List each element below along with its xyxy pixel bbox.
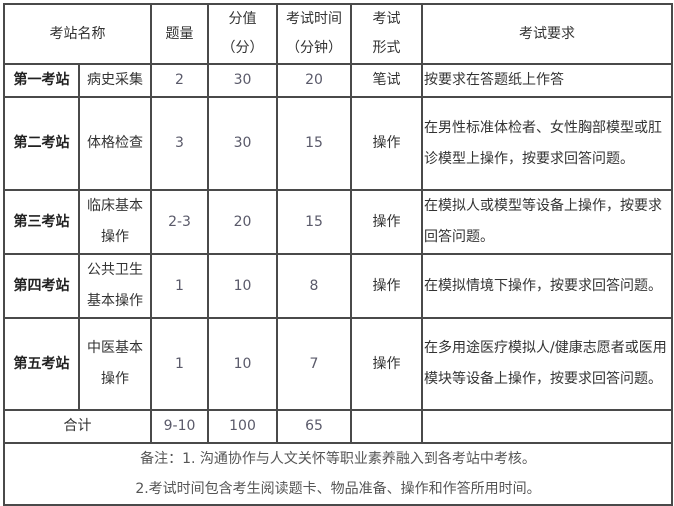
score: 20 (207, 189, 278, 255)
header-score: 分值 （分） (207, 3, 278, 65)
header-time: 考试时间 （分钟） (276, 3, 352, 65)
question-count: 1 (150, 253, 209, 319)
station-subject: 中医基本操作 (78, 317, 152, 411)
exam-form: 操作 (350, 253, 423, 319)
header-score-label: 分值 (228, 11, 257, 27)
total-form-empty (350, 409, 423, 444)
time: 20 (276, 63, 352, 98)
notes: 备注：1. 沟通协作与人文关怀等职业素养融入到各考站中考核。 2.考试时间包含考… (3, 442, 673, 506)
table-row: 第四考站 公共卫生基本操作 1 10 8 操作 在模拟情境下操作，按要求回答问题… (3, 253, 673, 319)
station-name: 第一考站 (3, 63, 80, 98)
station-name: 第三考站 (3, 189, 80, 255)
header-time-label: 考试时间 (286, 11, 342, 27)
total-requirement-empty (421, 409, 673, 444)
note-2: 2.考试时间包含考生阅读题卡、物品准备、操作和作答所用时间。 (135, 481, 541, 497)
header-form: 考试 形式 (350, 3, 423, 65)
note-1: 备注：1. 沟通协作与人文关怀等职业素养融入到各考站中考核。 (140, 451, 536, 467)
total-score: 100 (207, 409, 278, 444)
exam-stations-table: 考站名称 题量 分值 （分） 考试时间 （分钟） 考试形式 考试要求 第一考站 病史… (3, 3, 673, 506)
exam-form: 操作 (350, 96, 423, 191)
station-name: 第五考站 (3, 317, 80, 411)
exam-form: 操作 (350, 189, 423, 255)
requirement: 在多用途医疗模拟人/健康志愿者或医用模块等设备上操作，按要求回答问题。 (421, 317, 673, 411)
total-label: 合计 (3, 409, 152, 444)
score: 30 (207, 63, 278, 98)
header-count: 题量 (150, 3, 209, 65)
header-form-2: 形式 (372, 40, 401, 56)
requirement: 在男性标准体检者、女性胸部模型或肛诊模型上操作，按要求回答问题。 (421, 96, 673, 191)
time: 8 (276, 253, 352, 319)
notes-row: 备注：1. 沟通协作与人文关怀等职业素养融入到各考站中考核。 2.考试时间包含考… (3, 442, 673, 506)
question-count: 2 (150, 63, 209, 98)
question-count: 3 (150, 96, 209, 191)
station-name: 第二考站 (3, 96, 80, 191)
station-subject: 临床基本操作 (78, 189, 152, 255)
question-count: 2-3 (150, 189, 209, 255)
requirement: 在模拟人或模型等设备上操作，按要求回答问题。 (421, 189, 673, 255)
total-row: 合计 9-10 100 65 (3, 409, 673, 444)
score: 30 (207, 96, 278, 191)
exam-form: 笔试 (350, 63, 423, 98)
station-subject: 体格检查 (78, 96, 152, 191)
station-subject: 公共卫生基本操作 (78, 253, 152, 319)
station-name: 第四考站 (3, 253, 80, 319)
table-row: 第二考站 体格检查 3 30 15 操作 在男性标准体检者、女性胸部模型或肛诊模… (3, 96, 673, 191)
question-count: 1 (150, 317, 209, 411)
header-form-1: 考试 (372, 11, 401, 27)
requirement: 按要求在答题纸上作答 (421, 63, 673, 98)
time: 7 (276, 317, 352, 411)
header-score-unit: （分） (221, 40, 264, 56)
header-row: 考站名称 题量 分值 （分） 考试时间 （分钟） 考试形式 考试要求 (3, 3, 673, 65)
header-time-unit: （分钟） (286, 40, 342, 56)
total-count: 9-10 (150, 409, 209, 444)
score: 10 (207, 317, 278, 411)
table-row: 第一考站 病史采集 2 30 20 笔试 按要求在答题纸上作答 (3, 63, 673, 98)
table-row: 第五考站 中医基本操作 1 10 7 操作 在多用途医疗模拟人/健康志愿者或医用… (3, 317, 673, 411)
station-subject: 病史采集 (78, 63, 152, 98)
time: 15 (276, 189, 352, 255)
time: 15 (276, 96, 352, 191)
table-row: 第三考站 临床基本操作 2-3 20 15 操作 在模拟人或模型等设备上操作，按… (3, 189, 673, 255)
header-requirement: 考试要求 (421, 3, 673, 65)
header-station-name: 考站名称 (3, 3, 152, 65)
score: 10 (207, 253, 278, 319)
exam-form: 操作 (350, 317, 423, 411)
total-time: 65 (276, 409, 352, 444)
requirement: 在模拟情境下操作，按要求回答问题。 (421, 253, 673, 319)
